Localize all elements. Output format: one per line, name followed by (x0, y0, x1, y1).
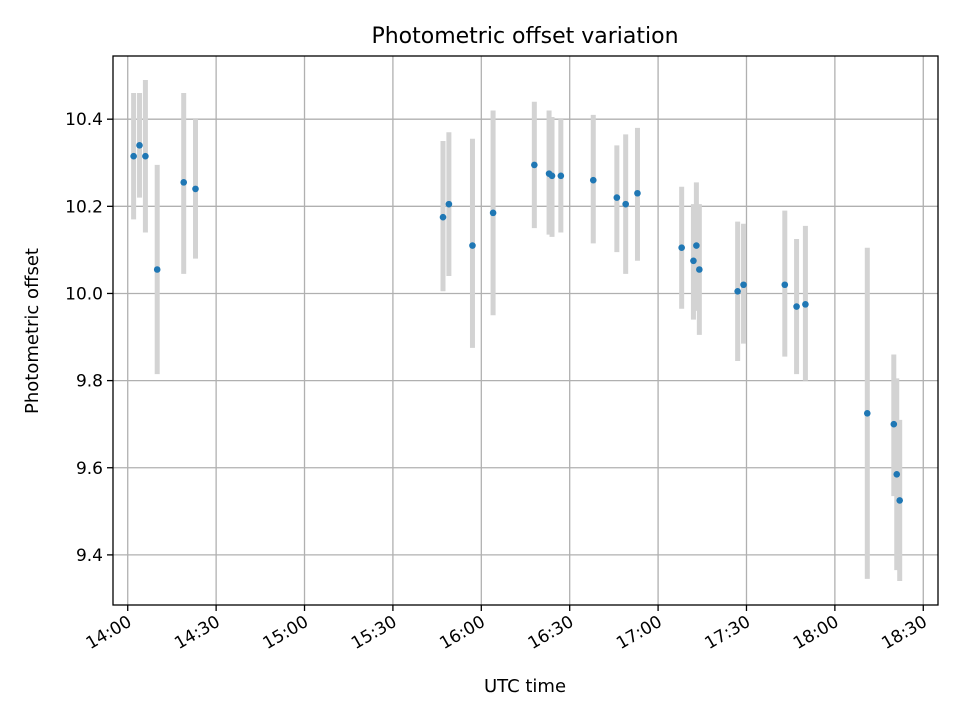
data-point (896, 497, 903, 504)
data-point (690, 257, 697, 265)
y-tick-label: 9.4 (76, 546, 103, 566)
data-point (622, 200, 629, 208)
data-point (130, 152, 137, 160)
data-point (781, 281, 789, 289)
data-point (153, 266, 161, 273)
data-point (136, 142, 143, 149)
data-point (192, 185, 199, 193)
data-point (531, 161, 538, 169)
data-points (130, 142, 903, 504)
grid (113, 56, 938, 605)
data-point (180, 179, 188, 186)
data-point (696, 266, 703, 273)
data-point (893, 470, 901, 478)
data-point (439, 213, 447, 221)
data-point (489, 209, 497, 217)
data-point (802, 301, 809, 308)
y-tick-label: 10.4 (65, 110, 103, 130)
y-axis-ticks: 9.4 9.6 9.8 10.0 10.2 10.4 (65, 110, 113, 566)
data-point (634, 189, 641, 197)
data-point (589, 176, 597, 184)
data-point (548, 172, 556, 180)
y-tick-label: 9.6 (76, 459, 103, 479)
data-point (445, 200, 453, 208)
data-point (613, 194, 621, 201)
data-point (863, 409, 871, 417)
data-point (793, 303, 800, 310)
y-tick-label: 10.0 (65, 284, 103, 304)
data-point (142, 152, 149, 160)
y-tick-label: 9.8 (76, 372, 103, 392)
data-point (890, 420, 898, 428)
x-axis-label: UTC time (484, 676, 566, 697)
data-point (693, 242, 700, 249)
data-point (557, 172, 565, 180)
data-point (469, 242, 476, 249)
data-point (734, 287, 741, 295)
y-tick-label: 10.2 (65, 197, 103, 217)
data-point (678, 244, 685, 252)
y-axis-label: Photometric offset (22, 248, 43, 414)
chart-title: Photometric offset variation (371, 24, 678, 49)
plot-frame (112, 55, 939, 606)
data-point (740, 281, 747, 289)
